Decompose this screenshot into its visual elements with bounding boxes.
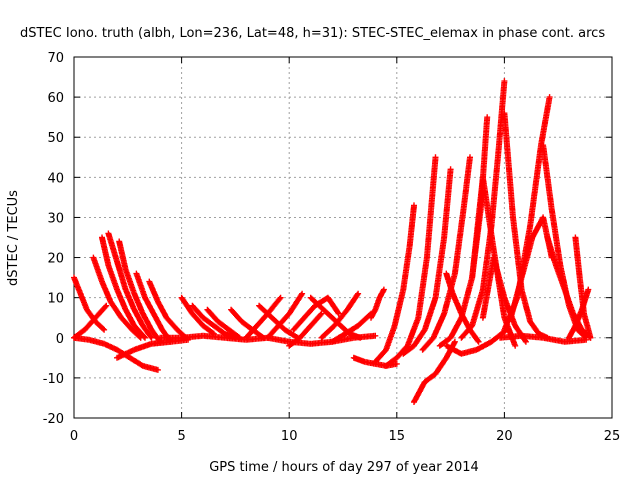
series-arc-3 <box>71 334 161 373</box>
y-axis-title: dSTEC / TECUs <box>6 190 21 286</box>
plus-markers <box>204 306 243 341</box>
series-arc-27 <box>372 202 417 365</box>
x-tick-label: 10 <box>281 429 298 444</box>
plus-markers <box>71 334 161 373</box>
series-arc-13 <box>204 306 243 341</box>
y-tick-label: 20 <box>47 252 64 267</box>
axis-ticks: 0 5 10 15 20 25 -20 -10 0 10 20 30 40 50 60 70 <box>43 51 621 444</box>
series-arc-24 <box>264 332 379 347</box>
plus-markers <box>400 166 454 357</box>
series-arc-7 <box>116 238 164 345</box>
x-tick-label: 25 <box>604 429 621 444</box>
plus-markers <box>71 302 110 341</box>
y-tick-label: 30 <box>47 211 64 226</box>
x-tick-label: 5 <box>177 429 185 444</box>
plus-markers <box>501 94 553 333</box>
series-arc-45 <box>497 332 590 345</box>
x-tick-label: 15 <box>389 429 406 444</box>
series-arc-2 <box>71 302 110 341</box>
series-arc-34 <box>443 326 510 357</box>
y-tick-label: -20 <box>43 412 64 427</box>
y-tick-label: 40 <box>47 171 64 186</box>
y-tick-label: 50 <box>47 131 64 146</box>
y-tick-label: 0 <box>56 332 64 347</box>
series-arc-6 <box>105 230 155 341</box>
plus-markers <box>497 332 590 345</box>
chart-title: dSTEC Iono. truth (albh, Lon=236, Lat=48… <box>20 26 605 41</box>
plus-markers <box>318 290 362 341</box>
plus-markers <box>90 254 144 341</box>
series-arc-5 <box>99 234 148 341</box>
plus-markers <box>368 286 387 321</box>
y-tick-label: 10 <box>47 292 64 307</box>
plus-markers <box>157 332 271 343</box>
series-arc-11 <box>178 294 217 337</box>
y-tick-label: 70 <box>47 51 64 66</box>
x-axis-title: GPS time / hours of day 297 of year 2014 <box>209 460 479 475</box>
series-arc-29 <box>400 166 454 357</box>
series-arc-39 <box>501 94 553 333</box>
plus-markers <box>146 278 189 341</box>
plus-markers <box>264 332 379 347</box>
data-series <box>71 78 594 405</box>
series-arc-4 <box>90 254 144 341</box>
plus-markers <box>105 230 155 341</box>
plus-markers <box>572 234 594 341</box>
series-arc-9 <box>146 278 189 341</box>
series-arc-14 <box>157 332 271 343</box>
plus-markers <box>116 238 164 345</box>
plus-markers <box>443 326 510 357</box>
plot-frame <box>73 56 613 419</box>
x-tick-label: 20 <box>496 429 513 444</box>
series-arc-44 <box>572 234 594 341</box>
series-arc-25 <box>368 286 387 321</box>
y-tick-label: -10 <box>43 372 64 387</box>
x-tick-label: 0 <box>70 429 78 444</box>
plus-markers <box>178 294 217 337</box>
plus-markers <box>243 294 284 341</box>
series-arc-16 <box>243 294 284 341</box>
y-tick-label: 60 <box>47 91 64 106</box>
plus-markers <box>99 234 148 341</box>
series-arc-22 <box>318 290 362 341</box>
plus-markers <box>372 202 417 365</box>
